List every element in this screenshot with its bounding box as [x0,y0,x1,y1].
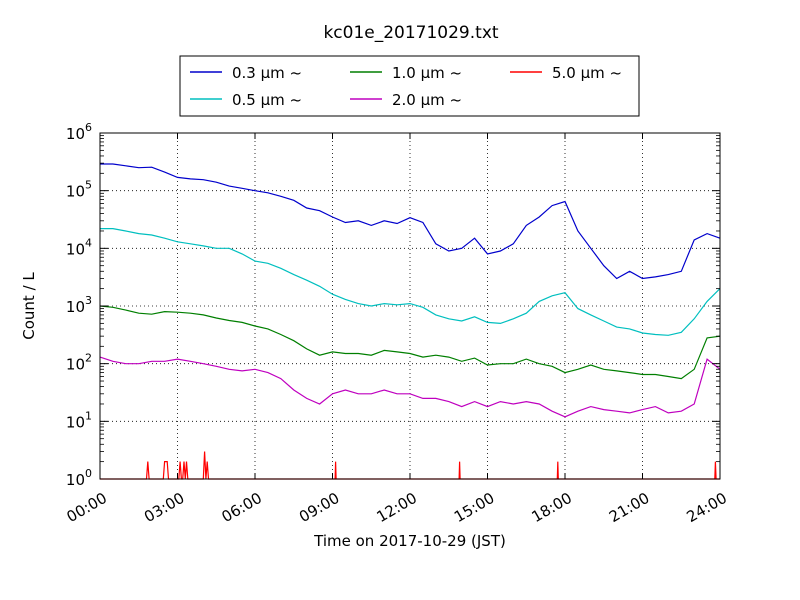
legend-label: 2.0 μm ~ [392,91,462,109]
legend-label: 0.3 μm ~ [232,64,302,82]
y-tick-label: 106 [66,121,92,143]
legend-box [179,55,640,117]
y-tick-label: 102 [66,352,92,374]
legend-label: 0.5 μm ~ [232,91,302,109]
series-line-1 [100,228,721,336]
series-line-0 [100,163,721,280]
y-tick-label: 100 [66,467,92,489]
y-axis: 100 101 102 103 104 105 106 [66,121,720,489]
legend-label: 1.0 μm ~ [392,64,462,82]
legend-label: 5.0 μm ~ [552,64,622,82]
chart-title: kc01e_20171029.txt [323,23,498,43]
y-tick-label: 101 [66,409,92,431]
series-layer [99,163,721,480]
series-line-2 [99,305,721,380]
y-tick-label: 103 [66,294,92,316]
series-line-4 [100,451,720,480]
y-tick-label: 105 [66,179,92,201]
y-axis-label: Count / L [20,272,38,340]
series-line-3 [99,356,721,418]
y-tick-label: 104 [66,236,92,258]
legend: 0.3 μm ~ 0.5 μm ~ 1.0 μm ~ 2.0 μm ~ 5.0 μm ~ [179,55,640,117]
x-axis-label: Time on 2017-10-29 (JST) [313,532,506,550]
